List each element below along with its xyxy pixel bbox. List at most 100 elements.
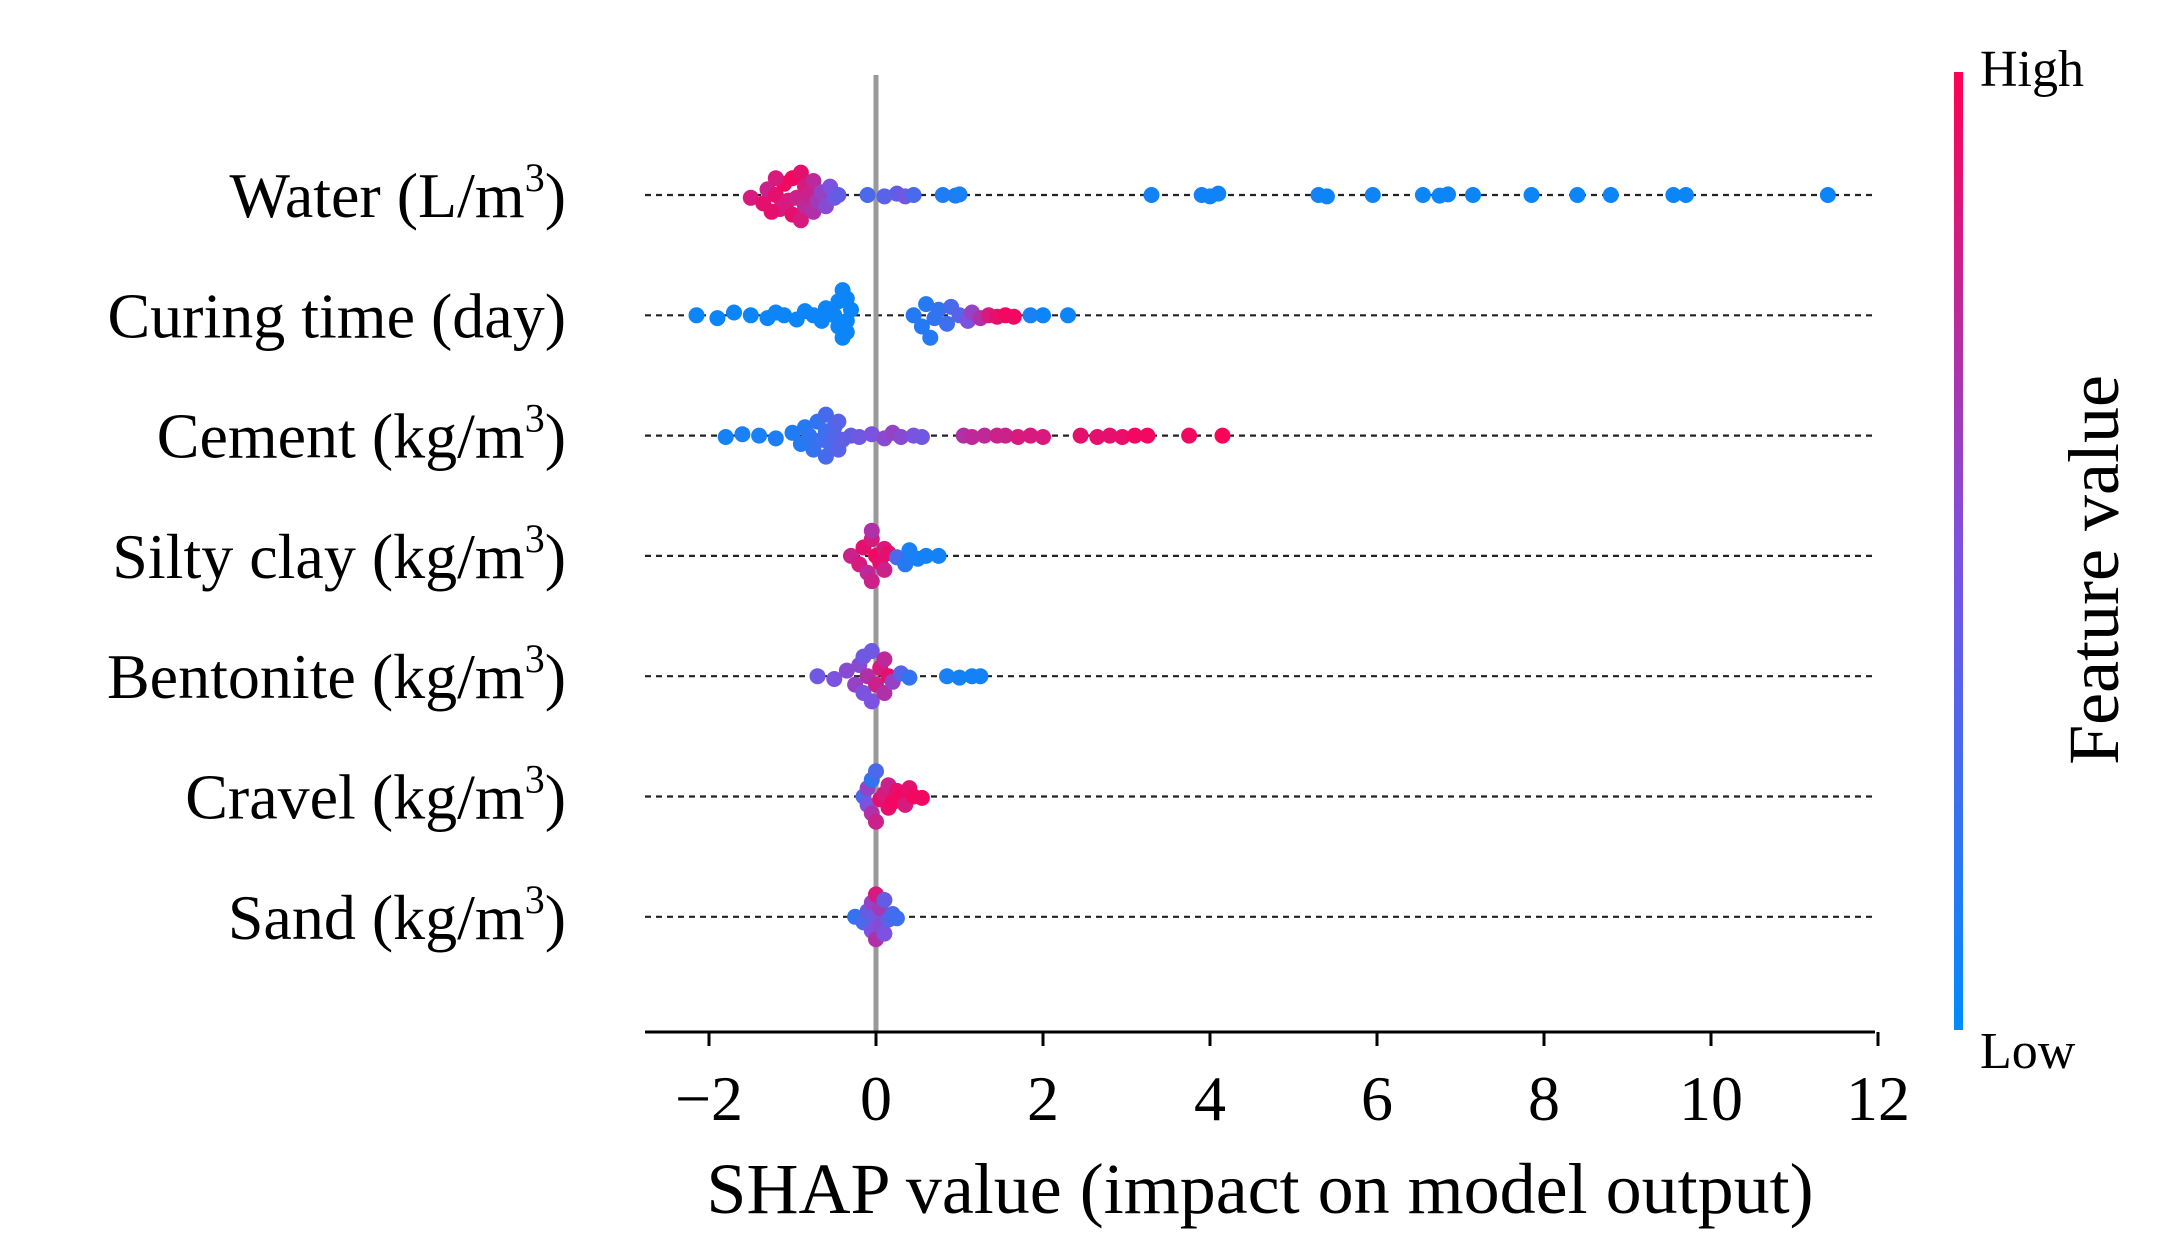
- unit-superscript: 3: [525, 636, 545, 681]
- shap-point: [801, 427, 818, 444]
- shap-point: [767, 187, 784, 203]
- shap-point: [763, 203, 780, 220]
- unit-close: ): [545, 641, 566, 712]
- shap-point: [830, 413, 847, 430]
- shap-point: [1414, 187, 1431, 203]
- shap-point: [838, 324, 855, 341]
- shap-point: [939, 668, 955, 685]
- feature-label-bentonite: Bentonite (kg/m3): [107, 636, 566, 712]
- feature-label-curing-time: Curing time (day): [107, 280, 566, 351]
- shap-point: [767, 430, 784, 447]
- shap-point: [1022, 427, 1039, 444]
- unit-close: ): [545, 762, 566, 833]
- feature-name: Water (L/m: [230, 160, 525, 231]
- unit-close: ): [545, 521, 566, 592]
- shap-point: [888, 910, 905, 927]
- colorbar-high-label: High: [1980, 41, 2084, 98]
- shap-point: [838, 290, 855, 307]
- unit-superscript: 3: [525, 516, 545, 561]
- shap-point: [876, 925, 893, 942]
- shap-point: [792, 164, 809, 181]
- colorbar: High Low Feature value: [1954, 41, 2134, 1080]
- shap-point: [876, 188, 893, 205]
- shap-point: [901, 669, 918, 686]
- colorbar-gradient: [1954, 72, 1963, 1030]
- x-tick-label: 12: [1846, 1063, 1910, 1134]
- shap-point: [897, 556, 914, 573]
- shap-point: [809, 668, 826, 685]
- shap-point: [930, 547, 947, 564]
- shap-point: [905, 307, 922, 324]
- x-tick-label: 10: [1679, 1063, 1743, 1134]
- shap-point: [1523, 187, 1540, 203]
- shap-point: [1005, 308, 1022, 325]
- shap-point: [817, 406, 834, 423]
- feature-label-water: Water (L/m3): [230, 155, 566, 231]
- shap-point: [905, 187, 922, 203]
- feature-name: Curing time (day: [107, 280, 544, 351]
- shap-point: [913, 789, 930, 806]
- shap-point: [863, 693, 880, 710]
- shap-point: [863, 573, 880, 590]
- x-tick-label: 2: [1027, 1063, 1059, 1134]
- x-tick-label: 8: [1528, 1063, 1560, 1134]
- shap-point: [964, 429, 980, 445]
- shap-point: [1677, 187, 1694, 203]
- shap-point: [742, 307, 759, 324]
- shap-point: [976, 427, 993, 444]
- shap-point: [1060, 307, 1076, 324]
- shap-point: [863, 522, 880, 539]
- shap-point: [826, 671, 843, 687]
- shap-point: [726, 304, 742, 321]
- feature-name: Sand (kg/m: [228, 882, 525, 953]
- feature-label-cement: Cement (kg/m3): [157, 396, 566, 472]
- feature-name: Cement (kg/m: [157, 401, 525, 472]
- shap-point: [863, 426, 880, 443]
- x-tick-label: 4: [1194, 1063, 1226, 1134]
- shap-point: [767, 170, 784, 187]
- unit-superscript: 3: [525, 155, 545, 200]
- shap-point: [709, 310, 726, 327]
- x-axis-title: SHAP value (impact on model output): [706, 1149, 1813, 1229]
- shap-points: [688, 164, 1836, 948]
- shap-point: [1126, 427, 1143, 444]
- shap-point: [997, 427, 1014, 444]
- shap-point: [751, 427, 768, 444]
- shap-point: [893, 429, 909, 445]
- shap-point: [1364, 187, 1381, 203]
- x-tick-label: −2: [675, 1063, 743, 1134]
- shap-point: [951, 669, 968, 686]
- shap-point: [851, 429, 868, 445]
- shap-point: [817, 448, 834, 465]
- shap-point: [1214, 427, 1231, 444]
- feature-label-sand: Sand (kg/m3): [228, 877, 566, 953]
- feature-label-silty-clay: Silty clay (kg/m3): [112, 516, 566, 592]
- colorbar-title: Feature value: [2054, 375, 2134, 765]
- shap-point: [838, 662, 855, 679]
- shap-point: [734, 426, 751, 443]
- unit-superscript: 3: [525, 877, 545, 922]
- shap-point: [1602, 187, 1619, 203]
- shap-point: [1072, 427, 1089, 444]
- shap-point: [784, 424, 801, 441]
- shap-point: [1035, 307, 1051, 324]
- x-axis: −2 0 2 4 6 8 10 12 SHAP value (impact on model …: [645, 1030, 1910, 1229]
- shap-point: [776, 307, 793, 324]
- shap-point: [951, 186, 968, 203]
- shap-point: [868, 813, 884, 830]
- feature-label-cravel: Cravel (kg/m3): [185, 757, 566, 833]
- shap-point: [876, 561, 893, 578]
- shap-point: [1022, 307, 1039, 324]
- feature-name: Silty clay (kg/m: [112, 521, 524, 592]
- unit-superscript: 3: [525, 757, 545, 802]
- shap-point: [1665, 187, 1682, 203]
- shap-point: [1819, 187, 1836, 203]
- colorbar-low-label: Low: [1980, 1023, 2076, 1080]
- unit-close: ): [545, 280, 566, 351]
- shap-point: [876, 892, 893, 908]
- unit-close: ): [545, 882, 566, 953]
- shap-point: [1114, 429, 1131, 445]
- shap-point: [934, 187, 951, 203]
- shap-point: [1139, 427, 1156, 444]
